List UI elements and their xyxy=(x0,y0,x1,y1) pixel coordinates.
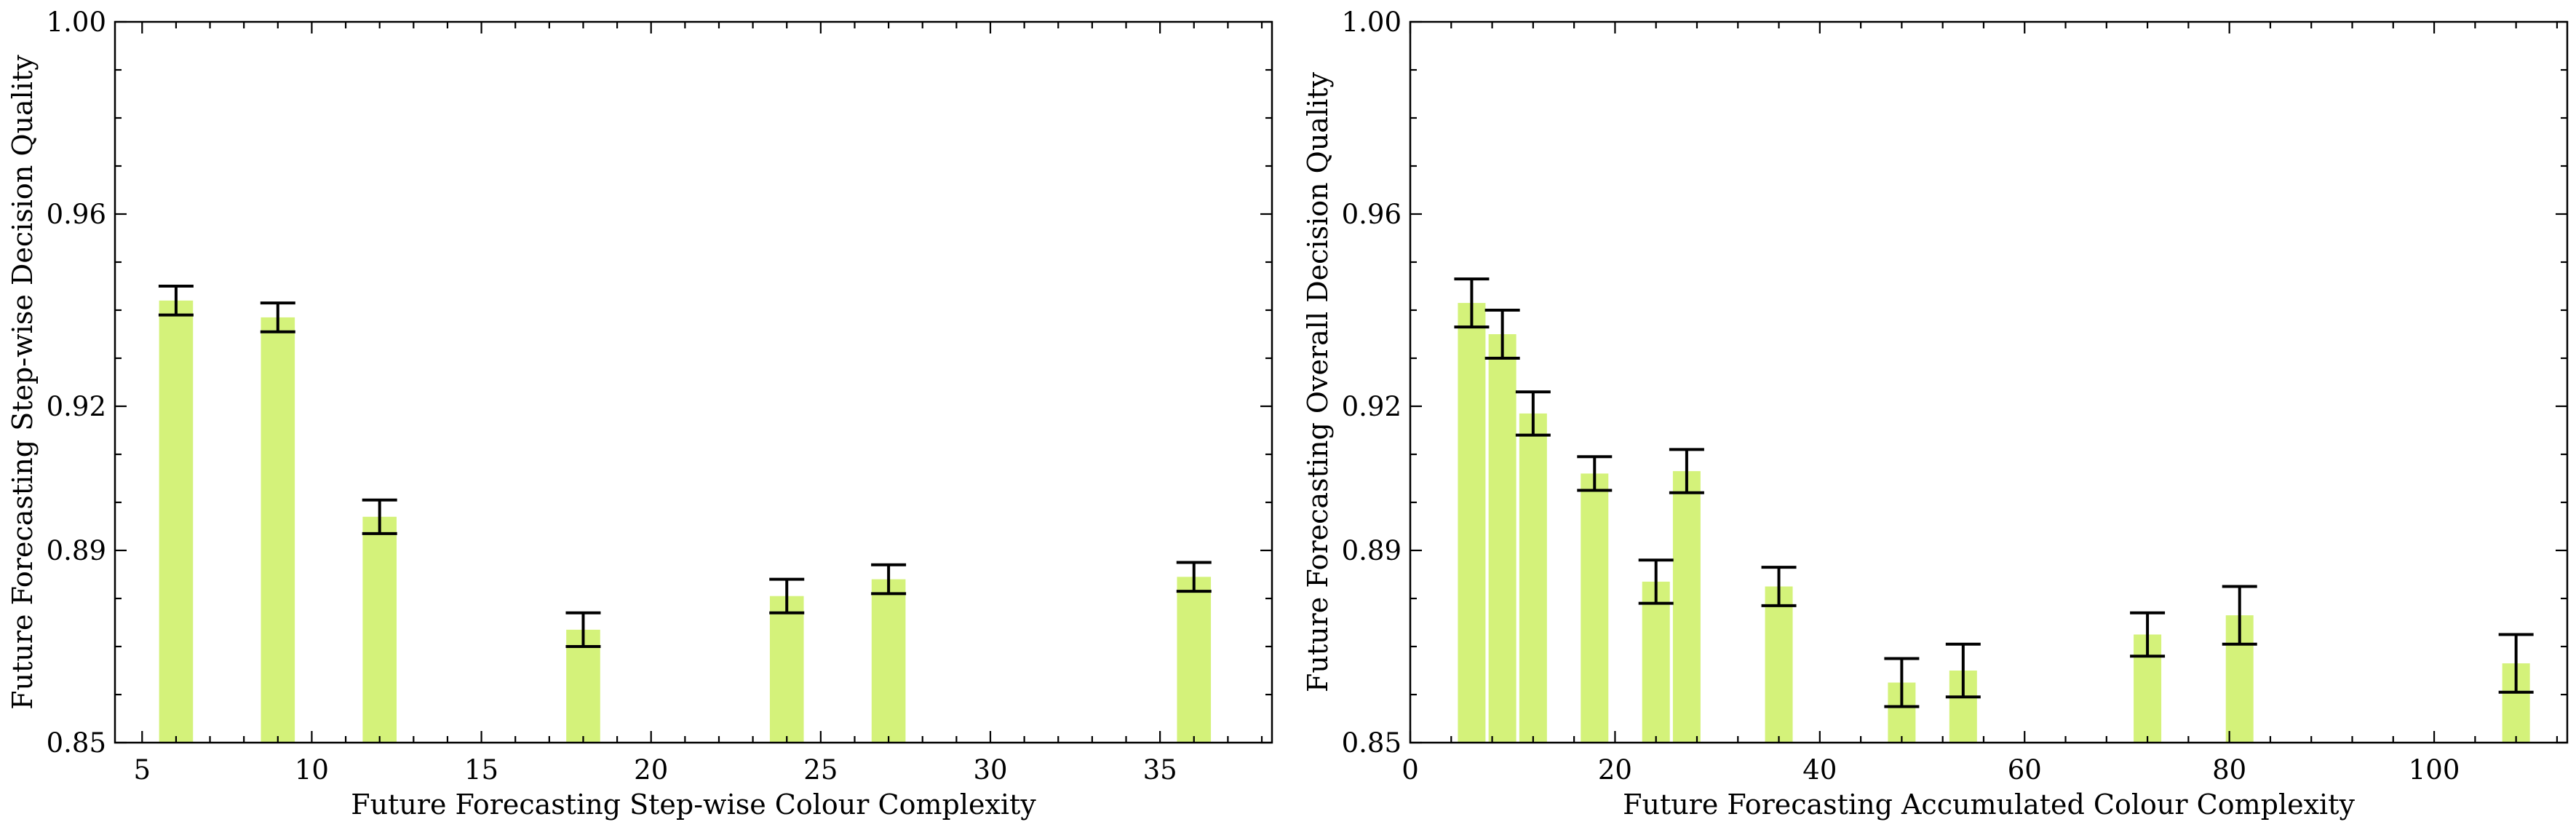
y-tick-label: 1.00 xyxy=(47,7,106,38)
y-tick-label: 1.00 xyxy=(1342,7,1402,38)
y-tick-label: 0.92 xyxy=(47,391,106,422)
error-bar xyxy=(1515,390,1551,437)
y-tick-label: 0.89 xyxy=(1342,535,1402,566)
x-tick-label: 20 xyxy=(634,754,668,786)
bar xyxy=(566,629,600,743)
bar xyxy=(1672,471,1701,743)
error-bar xyxy=(2130,611,2166,658)
error-bar xyxy=(1454,277,1490,329)
y-ticks xyxy=(1410,20,2567,744)
error-bar xyxy=(565,611,601,648)
error-bar xyxy=(1638,558,1674,605)
x-tick-label: 100 xyxy=(2409,754,2460,786)
bar xyxy=(1765,586,1793,743)
error-bar xyxy=(2498,633,2534,694)
error-bars xyxy=(158,285,1212,648)
error-bar xyxy=(1176,561,1212,593)
error-bar xyxy=(158,285,194,317)
x-ticks xyxy=(141,22,1263,743)
y-ticks xyxy=(115,20,1272,744)
x-ticks xyxy=(1409,22,2559,743)
bar xyxy=(159,300,194,743)
chart-step-wise: 5 10 15 20 25 30 35 0.85 0.89 0.92 0.96 1.00 Future … xyxy=(7,7,1273,821)
bar xyxy=(1458,303,1486,743)
x-axis-label: Future Forecasting Step-wise Colour Comp… xyxy=(351,788,1036,821)
x-tick-label: 80 xyxy=(2212,754,2246,786)
x-axis-label: Future Forecasting Accumulated Colour Co… xyxy=(1623,788,2355,821)
y-tick-label: 0.92 xyxy=(1342,391,1402,422)
x-tick-label: 5 xyxy=(134,754,151,786)
bar xyxy=(1581,473,1609,743)
y-axis-label: Future Forecasting Step-wise Decision Qu… xyxy=(7,55,39,710)
error-bar xyxy=(2222,585,2257,646)
chart-accumulated: 0 20 40 60 80 100 0.85 0.89 0.92 0.96 1.00 Future F… xyxy=(1302,7,2569,821)
bar xyxy=(1488,334,1516,743)
error-bar xyxy=(1945,642,1981,699)
plot-frame xyxy=(1409,20,2569,744)
bar xyxy=(1177,577,1212,743)
error-bar xyxy=(362,498,397,535)
y-tick-label: 0.85 xyxy=(47,727,106,759)
y-tick-label: 0.85 xyxy=(1342,727,1402,759)
error-bar xyxy=(260,301,295,333)
y-tick-label: 0.96 xyxy=(1342,199,1402,230)
error-bar xyxy=(1761,566,1797,607)
error-bar xyxy=(769,577,805,614)
error-bar xyxy=(1577,455,1613,492)
y-tick-label: 0.89 xyxy=(47,535,106,566)
x-tick-label: 15 xyxy=(464,754,498,786)
plot-frame xyxy=(114,20,1273,744)
x-tick-label: 25 xyxy=(803,754,838,786)
error-bar xyxy=(1884,657,1920,708)
error-bar xyxy=(1669,448,1704,494)
bars xyxy=(159,300,1212,743)
error-bar xyxy=(1484,309,1520,360)
error-bar xyxy=(871,563,907,596)
error-bars xyxy=(1454,277,2534,708)
x-tick-label: 40 xyxy=(1802,754,1837,786)
x-tick-label: 60 xyxy=(2008,754,2042,786)
x-tick-label: 10 xyxy=(295,754,329,786)
x-tick-label: 35 xyxy=(1143,754,1177,786)
bar xyxy=(1519,413,1547,743)
bar xyxy=(362,516,397,743)
bar xyxy=(871,579,906,743)
bar xyxy=(769,596,804,743)
bar xyxy=(261,317,295,743)
y-axis-label: Future Forecasting Overall Decision Qual… xyxy=(1302,71,1334,692)
bar xyxy=(1642,581,1670,743)
x-tick-label: 0 xyxy=(1402,754,1419,786)
y-tick-label: 0.96 xyxy=(47,199,106,230)
bars xyxy=(1458,303,2530,743)
x-tick-label: 20 xyxy=(1598,754,1632,786)
x-tick-label: 30 xyxy=(973,754,1007,786)
